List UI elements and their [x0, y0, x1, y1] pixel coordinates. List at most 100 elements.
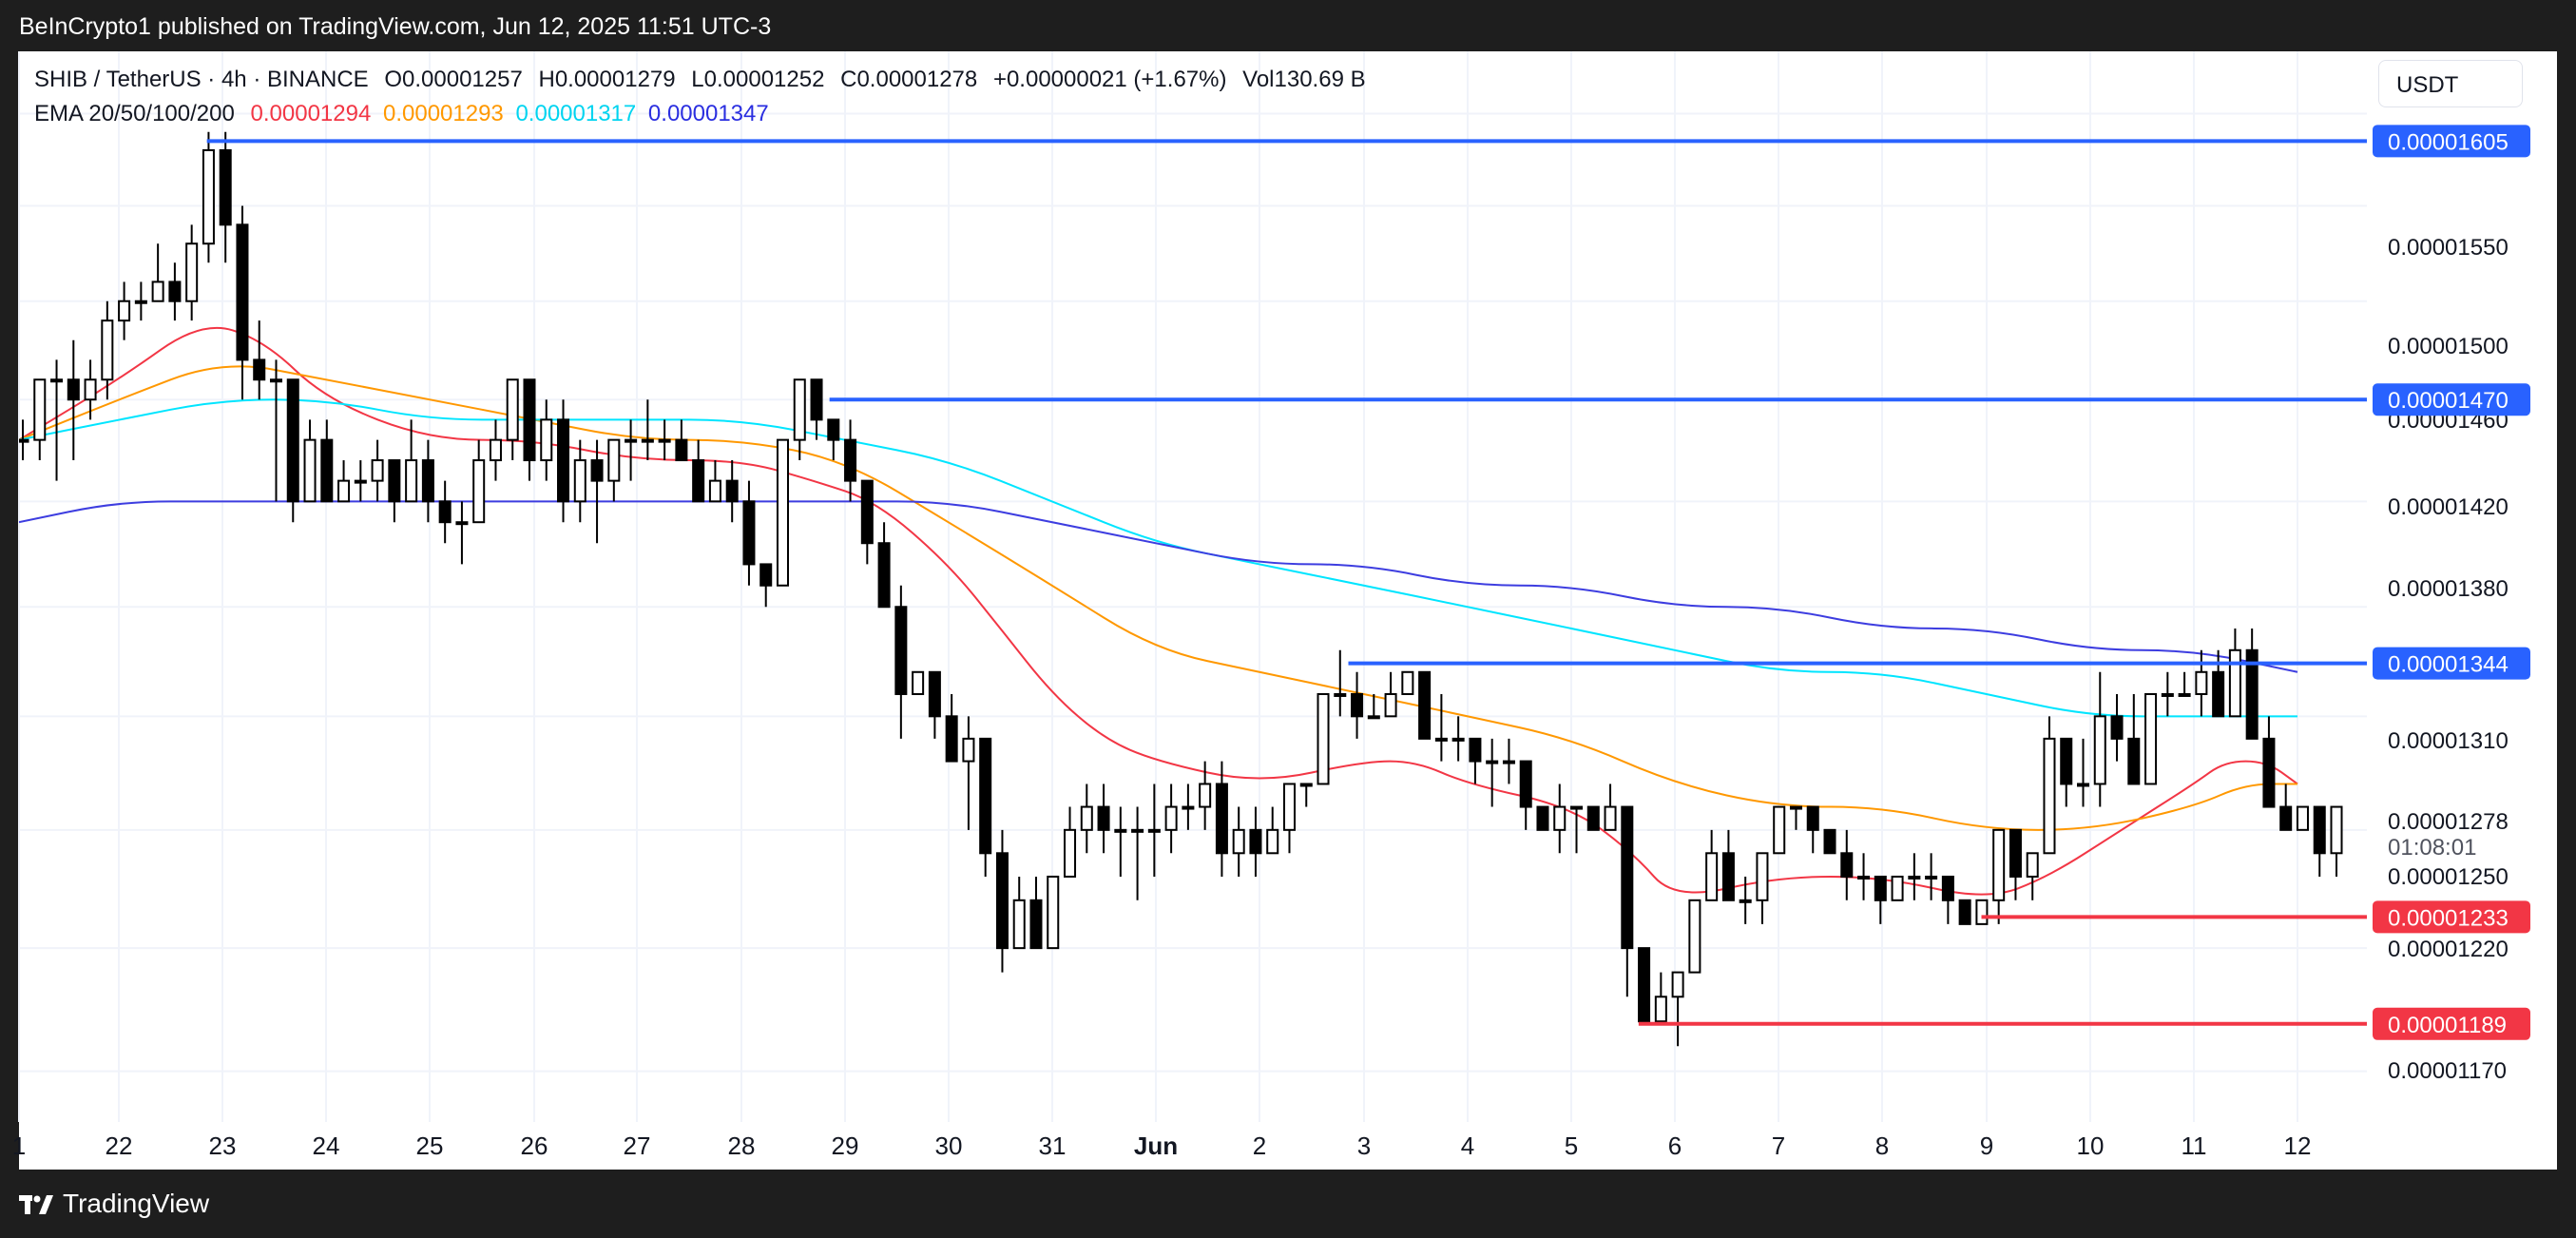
candle — [810, 378, 823, 440]
candle — [962, 716, 975, 830]
candle — [625, 419, 638, 481]
candle — [1739, 876, 1752, 924]
currency-button[interactable]: USDT — [2378, 60, 2523, 107]
candle — [1958, 899, 1971, 925]
candle-body-up — [658, 438, 671, 443]
chart-legend: SHIB / TetherUS · 4h · BINANCE O0.000012… — [34, 67, 1375, 127]
time-axis-label: 29 — [832, 1132, 859, 1160]
candle-body-up — [354, 479, 367, 484]
candle-body-down — [1806, 805, 1819, 831]
chart-panel[interactable] — [19, 51, 2557, 1170]
footer-bar: TradingView — [0, 1170, 2576, 1238]
candle — [1012, 876, 1026, 950]
candle — [1317, 692, 1330, 785]
candle-body-down — [590, 459, 604, 482]
tradingview-logo-icon — [19, 1192, 53, 1215]
candle — [1908, 853, 1921, 900]
candle — [1249, 806, 1262, 877]
candle-body-up — [405, 459, 418, 503]
candle — [33, 378, 47, 461]
candle-body-down — [2245, 648, 2259, 740]
time-axis-label: 24 — [313, 1132, 340, 1160]
candle — [405, 419, 418, 503]
candle — [1334, 649, 1347, 717]
candle-body-down — [1958, 899, 1971, 925]
candle — [2026, 852, 2039, 900]
candle-body-up — [2330, 805, 2343, 855]
ema20-value: 0.00001294 — [250, 101, 372, 126]
candle — [2009, 828, 2022, 900]
candle — [202, 131, 215, 263]
candle — [1131, 806, 1144, 900]
candle-body-down — [2262, 737, 2276, 808]
candle — [658, 419, 671, 461]
candle-body-up — [962, 737, 975, 763]
candle — [607, 438, 621, 502]
candle — [590, 439, 604, 544]
candle-body-down — [844, 438, 857, 482]
candle-body-up — [1975, 899, 1989, 925]
candle-body-up — [472, 459, 486, 524]
candle-body-down — [1823, 828, 1836, 855]
candle-body-up — [2296, 805, 2309, 831]
candle — [1586, 805, 1600, 831]
candle — [1975, 899, 1989, 925]
footer-brand-label: TradingView — [63, 1189, 210, 1218]
candle-body-up — [540, 418, 553, 462]
support-level-label: 0.00001189 — [2388, 1013, 2507, 1038]
candle — [421, 439, 434, 523]
candle — [320, 419, 334, 503]
price-axis-label: 0.00001250 — [2388, 864, 2509, 890]
candle — [1705, 829, 1719, 901]
ema200-value: 0.00001347 — [647, 101, 769, 126]
candle-body-up — [607, 438, 621, 482]
tradingview-brand[interactable]: TradingView — [19, 1189, 209, 1219]
candle-body-up — [1925, 875, 1938, 880]
candle-body-down — [1469, 737, 1482, 763]
candle — [1756, 852, 1769, 924]
candle-body-up — [793, 378, 806, 441]
candle-body-down — [286, 378, 299, 503]
bar-countdown-label: 01:08:01 — [2388, 835, 2476, 861]
candle-body-up — [1401, 670, 1414, 695]
candle — [2330, 805, 2343, 877]
candle-body-down — [928, 670, 941, 718]
ema100-value: 0.00001317 — [515, 101, 637, 126]
candle — [1047, 875, 1060, 950]
time-axis-label: 6 — [1668, 1132, 1682, 1160]
ema-label[interactable]: EMA 20/50/100/200 — [34, 101, 235, 126]
candle-body-up — [1282, 783, 1296, 831]
candle — [573, 439, 586, 523]
support-level-label: 0.00001233 — [2388, 905, 2509, 931]
candle-body-down — [1638, 947, 1651, 1023]
current-price-label: 0.00001278 — [2388, 809, 2509, 835]
candle — [1097, 783, 1110, 854]
ema-row: EMA 20/50/100/200 0.00001294 0.00001293 … — [34, 101, 1375, 127]
resistance-level-label: 0.00001344 — [2388, 652, 2509, 678]
ema50-value: 0.00001293 — [382, 101, 504, 126]
candle-body-up — [2161, 692, 2174, 697]
candle-body-up — [1080, 805, 1093, 831]
candle — [725, 460, 739, 523]
candle-body-up — [19, 438, 29, 443]
candle — [1891, 875, 1904, 901]
candle — [1519, 760, 1532, 830]
support-level-tag — [2373, 900, 2530, 934]
candle-body-up — [1199, 783, 1212, 808]
price-axis-label: 0.00001500 — [2388, 334, 2509, 359]
candle — [1215, 761, 1228, 877]
candle-body-up — [1789, 805, 1802, 810]
candle-body-down — [438, 500, 452, 524]
candle — [1164, 783, 1178, 854]
candle — [253, 320, 266, 400]
candle-body-down — [1840, 852, 1854, 878]
candle — [1621, 805, 1634, 997]
candle — [1469, 737, 1482, 784]
candle-body-up — [134, 300, 147, 304]
candle-body-up — [1654, 996, 1667, 1023]
symbol-label[interactable]: SHIB / TetherUS · 4h · BINANCE — [34, 67, 369, 92]
candle-body-up — [1773, 805, 1786, 855]
candle — [1536, 805, 1549, 831]
candle — [641, 399, 654, 461]
